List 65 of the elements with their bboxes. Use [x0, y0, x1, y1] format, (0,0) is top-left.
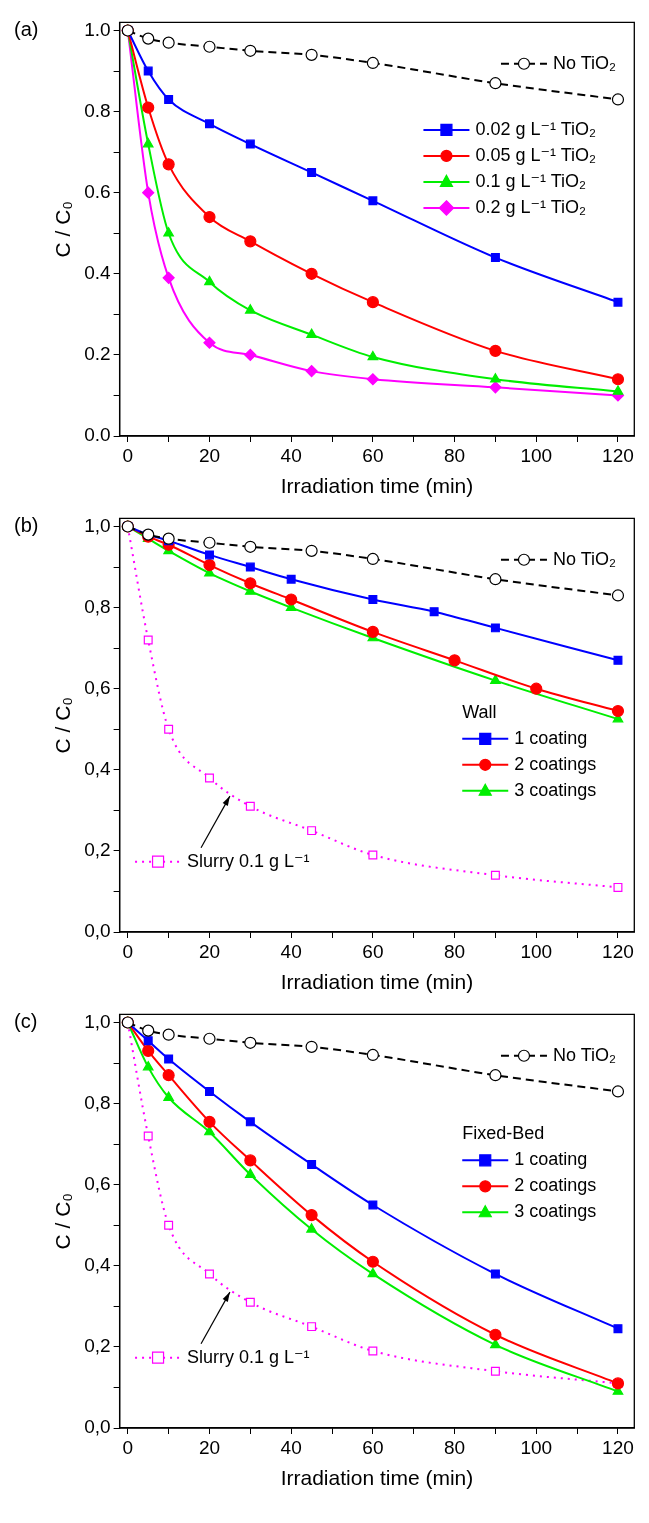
legend-label: 0.1 g L⁻¹ TiO₂ [475, 170, 586, 191]
x-tick-label: 40 [280, 444, 302, 466]
x-axis-title: Irradiation time (min) [280, 970, 474, 994]
x-tick-label: 80 [444, 940, 466, 962]
x-tick-label: 60 [362, 940, 384, 962]
y-tick-label: 0.8 [84, 99, 111, 121]
y-tick-label: 0,6 [84, 676, 111, 698]
legend-label: No TiO₂ [552, 1044, 616, 1065]
legend-label: 2 coatings [514, 753, 597, 774]
x-tick-label: 0 [122, 940, 134, 962]
x-tick-label: 120 [602, 940, 634, 962]
x-tick-label: 20 [198, 1436, 221, 1458]
x-tick-label: 60 [362, 444, 384, 466]
y-tick-label: 0.4 [84, 262, 112, 284]
legend-label: 3 coatings [514, 1201, 597, 1222]
x-tick-label: 0 [122, 1436, 134, 1458]
x-tick-label: 100 [520, 940, 553, 962]
y-axis-title: C / C₀ [51, 200, 75, 258]
y-axis-title: C / C₀ [51, 1192, 75, 1250]
y-tick-label: 1,0 [84, 514, 111, 536]
y-tick-label: 0,4 [84, 758, 112, 780]
y-axis-title: C / C₀ [51, 696, 75, 754]
y-tick-label: 0,6 [84, 1172, 111, 1194]
chart-title: (b) [14, 514, 39, 537]
y-tick-label: 0,2 [84, 1335, 111, 1357]
y-tick-label: 0,8 [84, 1091, 111, 1113]
x-tick-label: 0 [122, 444, 134, 466]
x-tick-label: 120 [602, 1436, 634, 1458]
x-tick-label: 60 [362, 1436, 384, 1458]
legend-title: Fixed-Bed [462, 1123, 545, 1144]
legend-label: 3 coatings [514, 779, 597, 800]
x-tick-label: 80 [444, 444, 466, 466]
chart-title: (a) [14, 18, 39, 41]
x-tick-label: 20 [198, 444, 221, 466]
y-tick-label: 0,2 [84, 839, 111, 861]
legend-label: Slurry 0.1 g L⁻¹ [187, 1346, 310, 1367]
x-tick-label: 120 [602, 444, 634, 466]
chart-title: (c) [14, 1010, 38, 1033]
legend-label: 0.2 g L⁻¹ TiO₂ [475, 196, 586, 217]
y-tick-label: 0,8 [84, 595, 111, 617]
legend-title: Wall [462, 701, 497, 722]
legend-label: No TiO₂ [552, 52, 616, 73]
x-tick-label: 40 [280, 1436, 302, 1458]
x-axis-title: Irradiation time (min) [280, 474, 474, 498]
x-tick-label: 40 [280, 940, 302, 962]
y-tick-label: 0.6 [84, 180, 111, 202]
legend-label: No TiO₂ [552, 548, 616, 569]
legend-label: 1 coating [514, 1149, 588, 1170]
y-tick-label: 0.0 [84, 424, 111, 446]
legend-label: Slurry 0.1 g L⁻¹ [187, 850, 310, 871]
legend-label: 1 coating [514, 727, 588, 748]
x-tick-label: 20 [198, 940, 221, 962]
legend-label: 0.02 g L⁻¹ TiO₂ [475, 118, 596, 139]
y-tick-label: 0.2 [84, 343, 111, 365]
x-tick-label: 100 [520, 1436, 553, 1458]
legend-label: 0.05 g L⁻¹ TiO₂ [475, 144, 596, 165]
x-axis-title: Irradiation time (min) [280, 1466, 474, 1490]
x-tick-label: 80 [444, 1436, 466, 1458]
y-tick-label: 1.0 [84, 18, 111, 40]
y-tick-label: 1,0 [84, 1010, 111, 1032]
y-tick-label: 0,0 [84, 1416, 111, 1438]
x-tick-label: 100 [520, 444, 553, 466]
y-tick-label: 0,4 [84, 1254, 112, 1276]
y-tick-label: 0,0 [84, 920, 111, 942]
legend-label: 2 coatings [514, 1175, 597, 1196]
